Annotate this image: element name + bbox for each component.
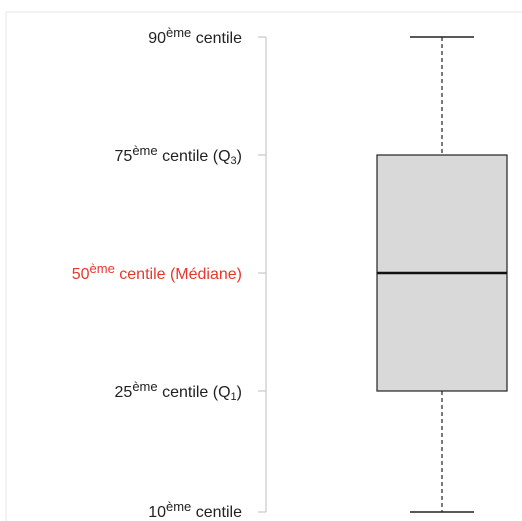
label-p75-sub: 3 <box>231 155 237 167</box>
label-p10: 10ème centile <box>148 499 242 521</box>
label-p10-num: 10 <box>148 504 166 521</box>
label-p25-close: ) <box>237 384 242 401</box>
label-p90-text: centile <box>191 30 242 47</box>
label-p75-text: centile (Q <box>158 148 231 165</box>
label-p25-text: centile (Q <box>158 384 231 401</box>
label-p50-sup: ème <box>90 261 115 276</box>
label-p25-sup: ème <box>132 379 157 394</box>
label-p75-num: 75 <box>115 148 133 165</box>
label-p50-text: centile (Médiane) <box>115 266 242 283</box>
label-p50-num: 50 <box>72 266 90 283</box>
label-p90-num: 90 <box>148 30 166 47</box>
label-p75-sup: ème <box>132 143 157 158</box>
label-p25: 25ème centile (Q1) <box>115 379 242 403</box>
label-p10-sup: ème <box>166 499 191 514</box>
label-p90: 90ème centile <box>148 25 242 47</box>
label-p25-sub: 1 <box>231 391 237 403</box>
label-p90-sup: ème <box>166 25 191 40</box>
label-p10-text: centile <box>191 504 242 521</box>
label-p25-num: 25 <box>115 384 133 401</box>
label-p75: 75ème centile (Q3) <box>115 143 242 167</box>
label-p75-close: ) <box>237 148 242 165</box>
label-p50: 50ème centile (Médiane) <box>72 261 242 283</box>
